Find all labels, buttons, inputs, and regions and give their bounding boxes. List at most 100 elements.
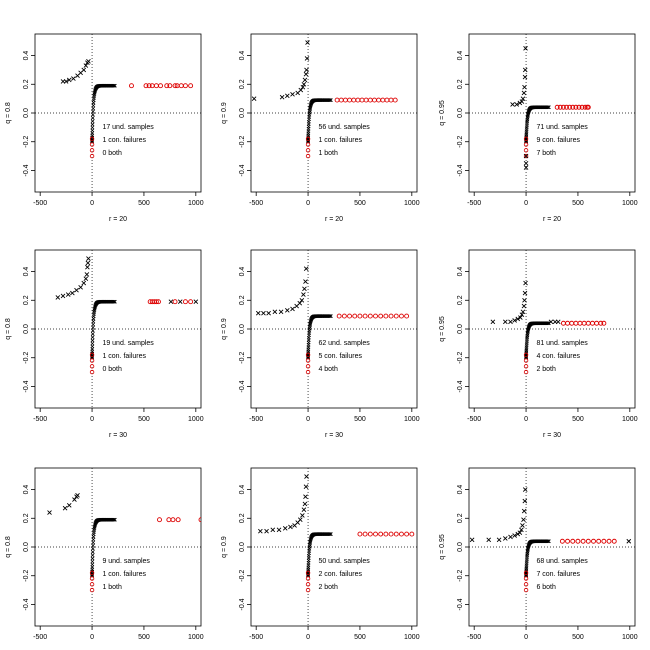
curve-point — [112, 83, 116, 88]
curve-point — [329, 532, 333, 536]
scatter-point-x — [519, 312, 525, 317]
scatter-point-x — [512, 318, 517, 323]
scatter-point-o — [378, 313, 384, 319]
curve-point — [113, 299, 117, 304]
curve-point — [328, 314, 332, 318]
x-tick-label: -500 — [467, 200, 481, 207]
x-tick-label: -500 — [33, 634, 47, 641]
curve-failure-point — [305, 352, 311, 358]
scatter-point-x — [86, 58, 91, 64]
scatter-point-x — [517, 100, 523, 106]
y-tick-label: 0.0 — [23, 324, 30, 334]
scatter-point-o — [565, 538, 571, 544]
annotation-failures: 2 con. failures — [318, 571, 362, 578]
curve-point — [90, 344, 95, 349]
scatter-point-o — [362, 313, 368, 319]
scatter-point-o — [373, 313, 378, 319]
curve-point — [546, 539, 550, 544]
annotation-failures: 5 con. failures — [318, 353, 362, 360]
scatter-point-o — [373, 531, 378, 537]
scatter-point-x — [508, 534, 513, 540]
curve-markers — [305, 98, 333, 159]
scatter-point-o — [188, 299, 194, 305]
scatter-point-x — [502, 319, 508, 325]
scatter-point-o — [347, 97, 353, 103]
y-tick-label: 0.2 — [457, 79, 464, 89]
x-tick-label: 500 — [572, 200, 584, 207]
y-tick-label: -0.2 — [457, 136, 464, 148]
scatter-point-o — [362, 531, 368, 537]
scatter-point-o — [157, 517, 162, 523]
x-tick-label: 0 — [306, 634, 310, 641]
scatter-point-x — [305, 40, 310, 45]
scatter-point-o — [166, 517, 172, 523]
x-tick-label: 500 — [572, 416, 584, 423]
scatter-point-o — [363, 97, 369, 103]
series-con-failures — [129, 83, 194, 89]
curve-failure-point — [523, 148, 529, 153]
scatter-point-x — [74, 287, 79, 293]
y-tick-label: 0.0 — [239, 108, 246, 118]
scatter-point-o — [367, 313, 373, 319]
x-tick-label: 500 — [354, 200, 366, 207]
curve-point — [91, 109, 95, 114]
curve-failure-point — [89, 369, 95, 375]
scatter-point-x — [301, 81, 307, 87]
x-tick-label: 500 — [354, 416, 366, 423]
curve-point — [524, 135, 529, 140]
scatter-point-o — [560, 104, 566, 110]
series-con-failures — [560, 320, 607, 326]
annotation-both: 1 both — [318, 150, 338, 157]
scatter-point-x — [276, 527, 282, 533]
panel-r0-c1: -500 0 500 1000 -0.4 -0.2 0.0 0.2 0.4 r = 20 q = 0… — [221, 33, 420, 223]
scatter-point-o — [172, 299, 178, 305]
annotation-samples: 19 und. samples — [102, 340, 154, 347]
scatter-point-x — [521, 90, 527, 96]
y-axis-label: q = 0.8 — [5, 536, 12, 558]
scatter-point-o — [404, 313, 410, 319]
y-tick-label: -0.2 — [239, 136, 246, 148]
scatter-point-o — [367, 531, 373, 537]
scatter-point-x — [83, 63, 89, 68]
y-tick-label: -0.4 — [239, 598, 246, 610]
y-tick-label: -0.4 — [457, 164, 464, 176]
curve-point — [546, 321, 550, 326]
series-con-failures — [336, 313, 410, 319]
scatter-point-x — [297, 517, 303, 523]
panel-r0-c2: -500 0 500 1000 -0.4 -0.2 0.0 0.2 0.4 r = 20 q = 0… — [439, 33, 638, 223]
curve-markers — [89, 517, 117, 593]
scatter-point-o — [398, 313, 404, 319]
curve-point — [112, 517, 116, 522]
scatter-point-o — [153, 299, 159, 305]
scatter-point-o — [341, 313, 347, 319]
scatter-point-x — [515, 531, 521, 537]
annotation-both: 4 both — [318, 366, 338, 373]
y-tick-label: -0.2 — [457, 570, 464, 582]
curve-failure-point — [89, 148, 95, 153]
y-tick-label: 0.4 — [457, 485, 464, 495]
y-tick-label: 0.4 — [239, 485, 246, 495]
x-tick-label: 0 — [90, 200, 94, 207]
y-tick-label: 0.2 — [23, 79, 30, 89]
scatter-point-x — [85, 264, 90, 270]
scatter-point-o — [409, 531, 415, 537]
x-tick-label: 500 — [138, 634, 150, 641]
scatter-point-x — [522, 290, 528, 296]
scatter-point-x — [518, 315, 523, 320]
scatter-point-o — [570, 104, 576, 110]
curve-failure-point — [89, 142, 95, 147]
scatter-point-x — [548, 319, 554, 325]
x-tick-label: -500 — [249, 200, 263, 207]
scatter-point-o — [565, 320, 571, 326]
annotation-failures: 1 con. failures — [102, 137, 146, 144]
curve-point — [90, 556, 95, 561]
annotation-both: 2 both — [536, 366, 556, 373]
scatter-point-o — [591, 538, 596, 544]
curve-point — [90, 128, 95, 133]
scatter-point-o — [580, 538, 586, 544]
scatter-point-x — [520, 523, 525, 528]
x-tick-label: 1000 — [404, 200, 420, 207]
series-con-failures — [554, 104, 591, 110]
